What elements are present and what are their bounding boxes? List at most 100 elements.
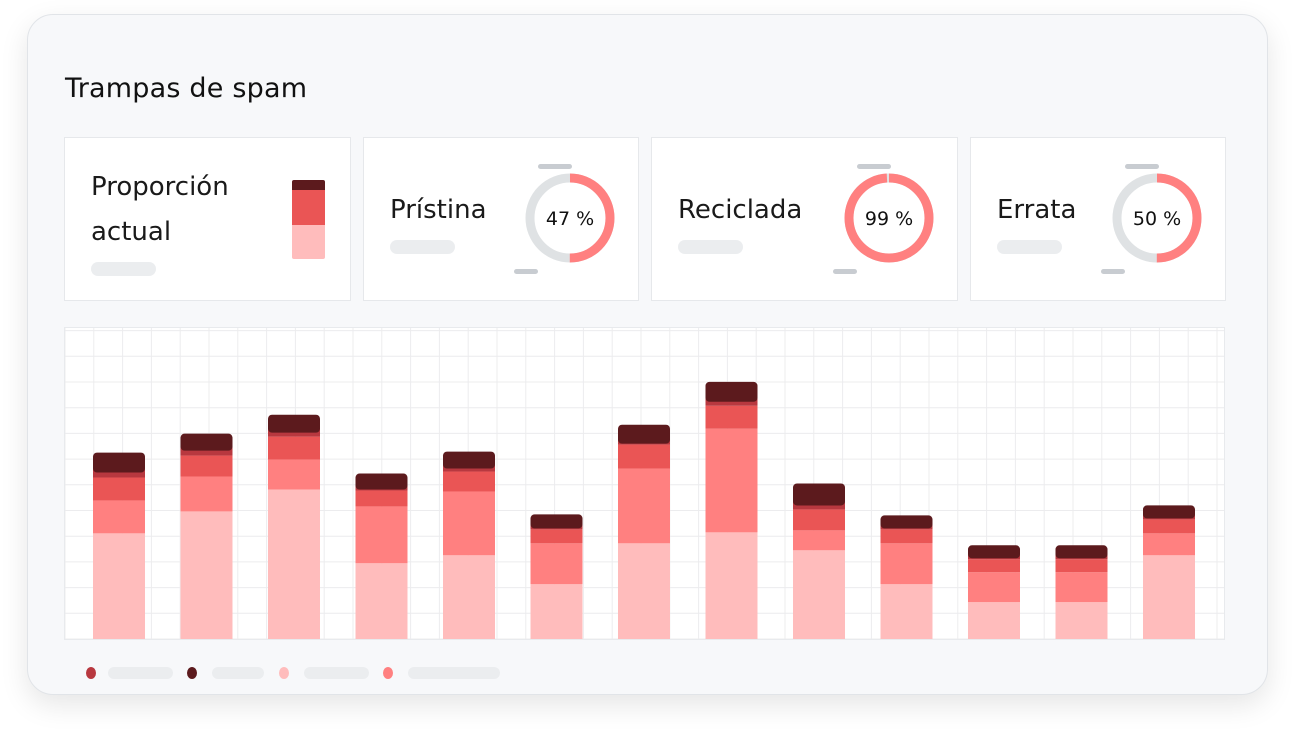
legend-dot-icon[interactable]	[383, 667, 393, 679]
bar-segment	[968, 602, 1020, 639]
donut-gauge-errata: 50 %	[1101, 162, 1213, 286]
legend-dot-icon[interactable]	[187, 667, 197, 679]
bar-segment	[93, 477, 145, 501]
bar-stack[interactable]	[880, 515, 933, 639]
bar-stack[interactable]	[793, 483, 845, 640]
gauge-progress-arc	[1112, 173, 1202, 263]
bar-segment	[530, 584, 583, 639]
legend-label-placeholder	[212, 667, 264, 679]
bar-stack[interactable]	[355, 473, 408, 639]
gauge-value-text: 47 %	[546, 208, 594, 230]
bar-stack[interactable]	[1055, 545, 1108, 639]
bar-segment	[1055, 545, 1108, 559]
chart-canvas	[64, 328, 1224, 640]
bar-segment	[1143, 555, 1195, 639]
bar-segment	[268, 459, 320, 490]
bar-segment	[968, 572, 1020, 603]
donut-gauge-reciclada: 99 %	[833, 162, 945, 286]
bar-segment	[530, 543, 583, 585]
bar-segment	[268, 489, 320, 639]
bar-segment	[618, 424, 670, 444]
bar-segment	[93, 452, 145, 473]
card-label-line2: actual	[91, 217, 172, 247]
bar-segment	[355, 473, 408, 490]
gauge-svg: 47 %	[514, 164, 615, 274]
gauge-top-stub	[857, 164, 891, 169]
legend-dot-icon[interactable]	[279, 667, 289, 679]
gauge-top-stub	[1125, 164, 1159, 169]
placeholder-pill	[997, 240, 1062, 254]
bar-segment	[355, 563, 408, 639]
bar-segment	[530, 529, 583, 544]
bar-segment	[268, 414, 320, 433]
bar-segment	[443, 491, 495, 556]
bar-segment	[968, 559, 1020, 573]
bar-stack[interactable]	[268, 414, 320, 639]
stack-segment-darkest	[292, 180, 325, 190]
spam-traps-panel: Trampas de spam Proporción actual Prísti…	[27, 14, 1268, 695]
bar-segment	[180, 455, 233, 477]
bar-stack[interactable]	[1143, 505, 1195, 639]
bar-segment	[443, 451, 495, 469]
gauge-value-text: 99 %	[865, 208, 913, 230]
card-label-line1: Proporción	[91, 172, 229, 202]
bar-stack[interactable]	[968, 545, 1020, 639]
stack-segment-pink	[292, 225, 325, 259]
placeholder-pill	[678, 240, 743, 254]
bar-segment	[443, 555, 495, 639]
bar-segment	[705, 405, 758, 429]
bar-segment	[1055, 572, 1108, 603]
bar-segment	[443, 471, 495, 492]
legend-label-placeholder	[304, 667, 369, 679]
card-pristina[interactable]: Prístina 47 %	[363, 137, 639, 301]
placeholder-pill	[91, 262, 156, 276]
bar-stack[interactable]	[618, 424, 670, 639]
bar-stack[interactable]	[180, 433, 233, 639]
bar-segment	[180, 446, 233, 456]
bar-stack[interactable]	[530, 514, 583, 639]
bar-segment	[180, 433, 233, 451]
gauge-progress-arc	[525, 173, 615, 263]
bar-segment	[793, 483, 845, 506]
stacked-bar-chart	[64, 327, 1225, 640]
card-errata[interactable]: Errata 50 %	[970, 137, 1226, 301]
bar-segment	[880, 529, 933, 544]
bar-segment	[793, 550, 845, 639]
bar-segment	[705, 381, 758, 402]
gauge-bottom-stub	[514, 269, 538, 274]
bar-stack[interactable]	[93, 452, 145, 639]
bar-segment	[530, 514, 583, 529]
bar-stack[interactable]	[705, 381, 758, 639]
bar-segment	[705, 532, 758, 639]
bar-segment	[880, 584, 933, 639]
bar-segment	[1143, 533, 1195, 556]
bar-segment	[93, 533, 145, 639]
gauge-bottom-stub	[1101, 269, 1125, 274]
bar-stack[interactable]	[443, 451, 495, 639]
bar-segment	[618, 468, 670, 544]
gauge-top-stub	[538, 164, 572, 169]
bar-segment	[880, 543, 933, 585]
legend-dot-icon[interactable]	[86, 667, 96, 679]
bar-segment	[355, 490, 408, 507]
placeholder-pill	[390, 240, 455, 254]
legend-label-placeholder	[108, 667, 173, 679]
bar-segment	[618, 543, 670, 639]
panel-title: Trampas de spam	[65, 73, 308, 104]
legend-label-placeholder	[408, 667, 500, 679]
bar-segment	[880, 515, 933, 529]
bar-segment	[180, 476, 233, 512]
bar-segment	[93, 468, 145, 478]
card-reciclada[interactable]: Reciclada 99 %	[651, 137, 958, 301]
gauge-bottom-stub	[833, 269, 857, 274]
card-current-proportion[interactable]: Proporción actual	[64, 137, 351, 301]
donut-gauge-pristina: 47 %	[514, 162, 626, 286]
gauge-svg: 50 %	[1101, 164, 1202, 274]
bar-segment	[1143, 519, 1195, 534]
proportion-stack-icon	[292, 180, 325, 259]
bar-segment	[355, 506, 408, 564]
bar-segment	[268, 436, 320, 460]
stack-segment-red	[292, 190, 325, 225]
card-label: Reciclada	[678, 195, 803, 225]
card-label: Prístina	[390, 195, 487, 225]
